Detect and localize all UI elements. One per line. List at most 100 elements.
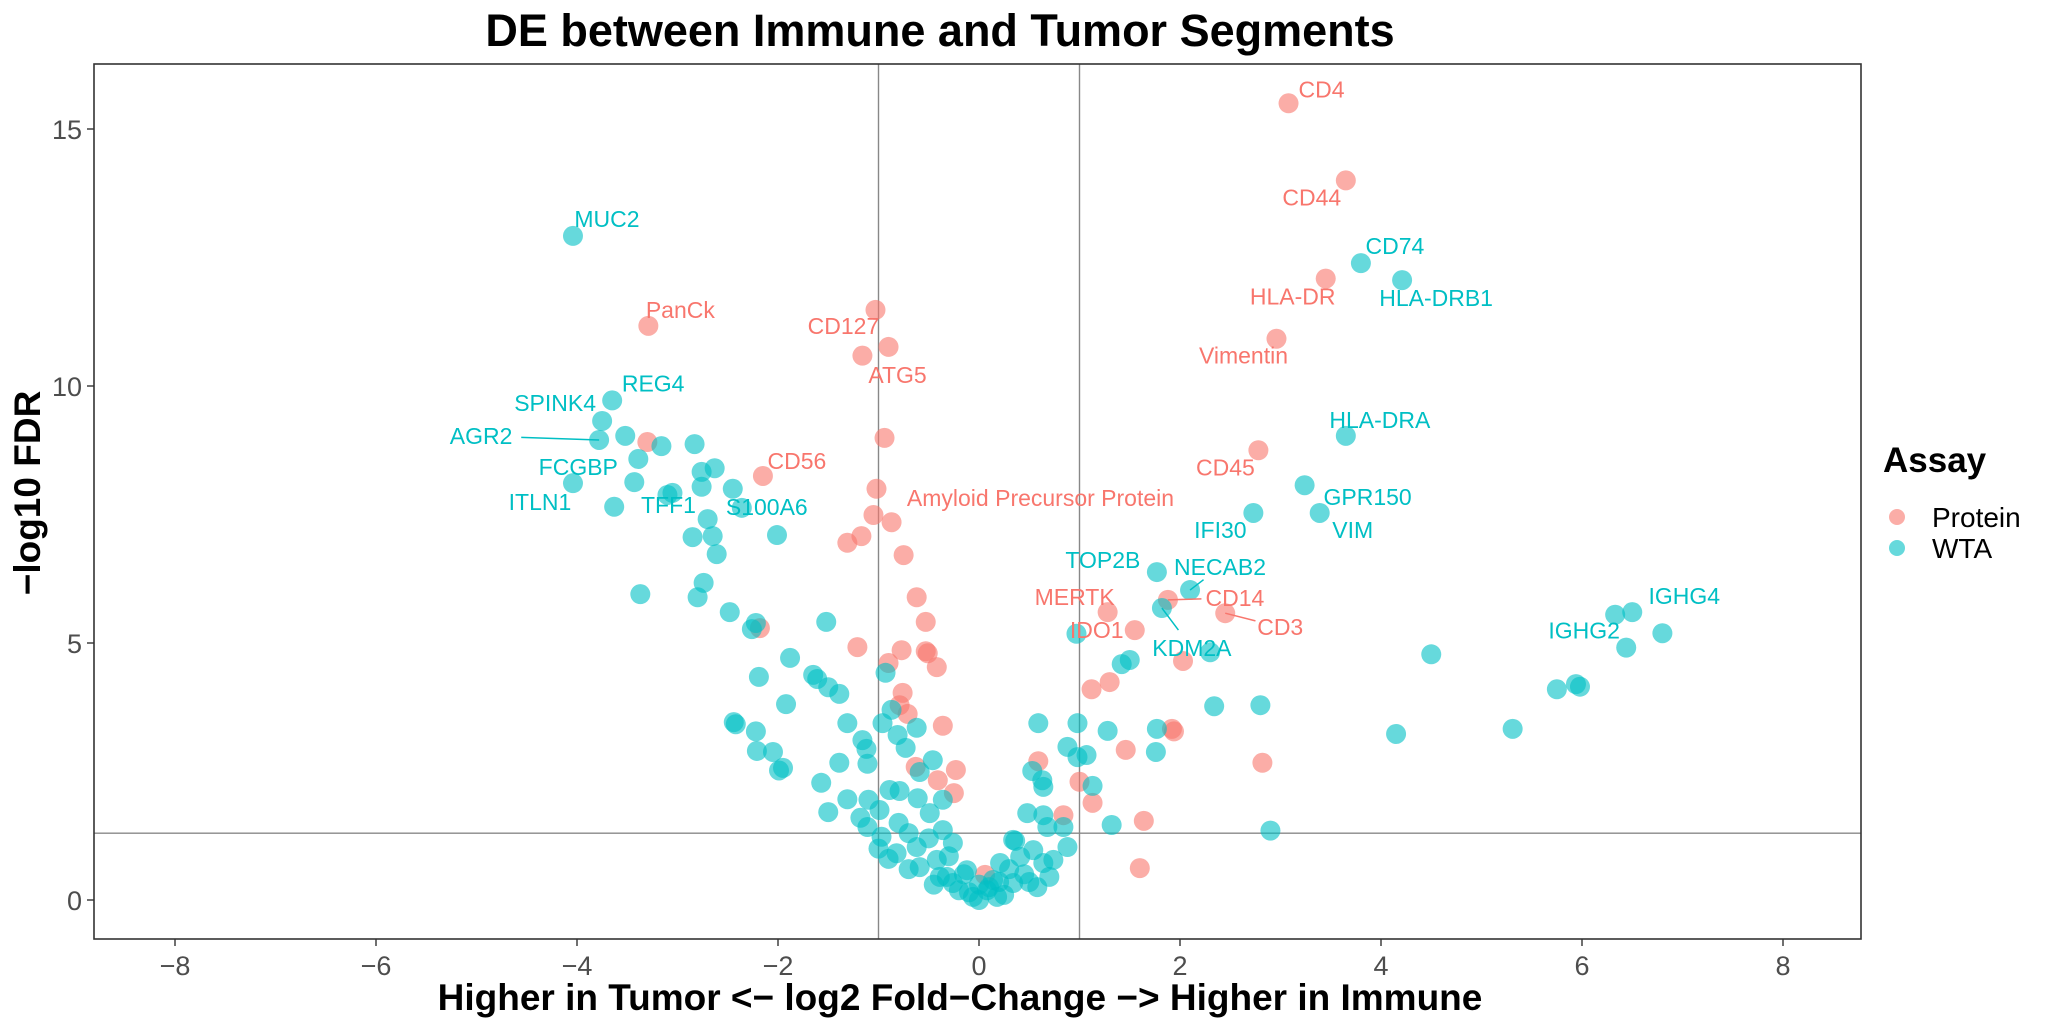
data-point-wta bbox=[1146, 562, 1167, 583]
label-leader-line bbox=[1189, 579, 1205, 591]
data-point-wta bbox=[1309, 502, 1330, 523]
legend-key-wta bbox=[1889, 540, 1905, 556]
point-label: Vimentin bbox=[1199, 343, 1288, 369]
point-label: TFF1 bbox=[641, 492, 696, 518]
data-point-wta bbox=[837, 789, 858, 810]
data-point-protein bbox=[837, 532, 858, 553]
data-point-wta bbox=[562, 473, 583, 494]
data-point-wta bbox=[1622, 602, 1643, 623]
data-point-wta bbox=[898, 859, 919, 880]
data-point-wta bbox=[1146, 718, 1167, 739]
x-tick-label: 0 bbox=[971, 951, 986, 981]
point-label: ATG5 bbox=[868, 362, 926, 388]
y-tick-label: 10 bbox=[52, 372, 82, 402]
point-label: REG4 bbox=[622, 370, 685, 396]
data-point-wta bbox=[1605, 604, 1626, 625]
data-point-wta bbox=[1039, 866, 1060, 887]
data-point-wta bbox=[682, 527, 703, 548]
data-point-protein bbox=[1129, 858, 1150, 879]
legend-label-wta: WTA bbox=[1932, 533, 1992, 564]
point-label: IGHG2 bbox=[1548, 618, 1620, 644]
data-point-wta bbox=[989, 872, 1010, 893]
data-point-protein bbox=[893, 545, 914, 566]
data-point-wta bbox=[1652, 623, 1673, 644]
data-point-wta bbox=[869, 800, 890, 821]
data-point-protein bbox=[1133, 810, 1154, 831]
point-label: PanCk bbox=[646, 297, 716, 323]
point-label: IFI30 bbox=[1194, 517, 1246, 543]
data-point-wta bbox=[918, 828, 939, 849]
legend: Assay Protein WTA bbox=[1883, 441, 2021, 564]
data-point-protein bbox=[865, 299, 886, 320]
point-label: CD3 bbox=[1257, 614, 1303, 640]
point-label: TOP2B bbox=[1065, 547, 1140, 573]
data-point-wta bbox=[780, 647, 801, 668]
data-point-wta bbox=[938, 846, 959, 867]
data-point-protein bbox=[874, 427, 895, 448]
data-point-wta bbox=[725, 714, 746, 735]
data-point-wta bbox=[604, 496, 625, 517]
data-point-protein bbox=[1163, 721, 1184, 742]
point-label: NECAB2 bbox=[1174, 554, 1266, 580]
data-point-wta bbox=[906, 717, 927, 738]
data-point-wta bbox=[562, 225, 583, 246]
data-point-protein bbox=[1081, 679, 1102, 700]
data-point-wta bbox=[909, 762, 930, 783]
data-point-wta bbox=[1392, 270, 1413, 291]
data-point-wta bbox=[953, 864, 974, 885]
data-point-protein bbox=[866, 478, 887, 499]
data-point-protein bbox=[638, 315, 659, 336]
data-point-wta bbox=[1421, 644, 1442, 665]
data-point-wta bbox=[719, 602, 740, 623]
data-point-wta bbox=[1043, 849, 1064, 870]
data-point-protein bbox=[1252, 752, 1273, 773]
chart-title: DE between Immune and Tumor Segments bbox=[485, 5, 1394, 56]
data-point-protein bbox=[1248, 440, 1269, 461]
data-point-wta bbox=[722, 478, 743, 499]
data-point-wta bbox=[1067, 713, 1088, 734]
data-point-wta bbox=[889, 781, 910, 802]
data-point-protein bbox=[926, 657, 947, 678]
x-tick-label: 8 bbox=[1775, 951, 1790, 981]
data-point-protein bbox=[1335, 170, 1356, 191]
data-point-wta bbox=[1101, 814, 1122, 835]
data-point-wta bbox=[1294, 475, 1315, 496]
label-leader-line bbox=[521, 436, 600, 441]
data-point-wta bbox=[628, 448, 649, 469]
data-point-protein bbox=[906, 587, 927, 608]
data-point-wta bbox=[1204, 696, 1225, 717]
data-point-wta bbox=[811, 772, 832, 793]
x-tick-label: −4 bbox=[562, 951, 593, 981]
data-point-protein bbox=[915, 611, 936, 632]
data-point-wta bbox=[1005, 830, 1026, 851]
series-wta bbox=[562, 225, 1673, 910]
point-label: GPR150 bbox=[1324, 484, 1412, 510]
data-point-wta bbox=[1053, 817, 1074, 838]
data-point-wta bbox=[684, 434, 705, 455]
data-point-wta bbox=[1033, 805, 1054, 826]
data-point-protein bbox=[863, 505, 884, 526]
data-point-protein bbox=[878, 336, 899, 357]
data-point-wta bbox=[1057, 837, 1078, 858]
data-point-protein bbox=[1315, 268, 1336, 289]
data-point-protein bbox=[1099, 672, 1120, 693]
data-point-wta bbox=[602, 390, 623, 411]
legend-label-protein: Protein bbox=[1932, 502, 2021, 533]
data-point-wta bbox=[1386, 723, 1407, 744]
point-label: IGHG4 bbox=[1648, 583, 1720, 609]
data-point-wta bbox=[1066, 623, 1087, 644]
x-tick-label: 4 bbox=[1373, 951, 1388, 981]
data-point-wta bbox=[922, 750, 943, 771]
data-point-wta bbox=[615, 425, 636, 446]
point-label: S100A6 bbox=[726, 494, 808, 520]
data-point-wta bbox=[1019, 872, 1040, 893]
data-point-wta bbox=[592, 410, 613, 431]
label-leader-line bbox=[1225, 612, 1256, 622]
data-point-wta bbox=[748, 666, 769, 687]
data-point-wta bbox=[773, 757, 794, 778]
point-label: CD127 bbox=[808, 313, 880, 339]
data-point-wta bbox=[816, 611, 837, 632]
label-leader-line bbox=[1167, 598, 1202, 601]
data-point-wta bbox=[745, 721, 766, 742]
